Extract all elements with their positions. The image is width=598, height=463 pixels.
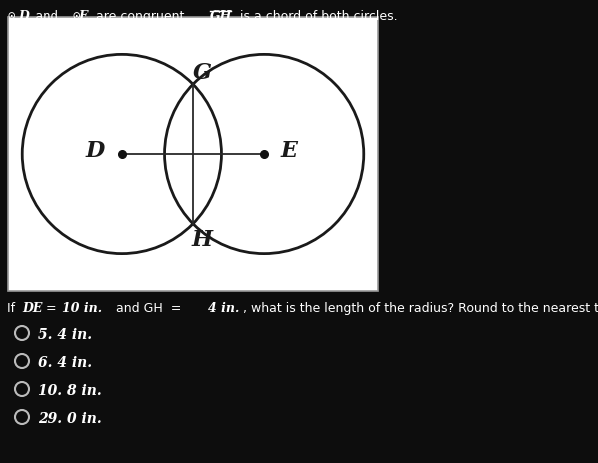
Text: GH: GH bbox=[210, 10, 233, 23]
Text: 10 in.: 10 in. bbox=[62, 301, 102, 314]
Text: ⊙: ⊙ bbox=[7, 10, 14, 23]
Text: 5. 4 in.: 5. 4 in. bbox=[38, 327, 92, 341]
Text: 4 in.: 4 in. bbox=[208, 301, 239, 314]
Text: G: G bbox=[193, 62, 212, 84]
Bar bbox=[8, 18, 378, 291]
Text: are congruent.: are congruent. bbox=[88, 10, 200, 23]
Text: D: D bbox=[18, 10, 29, 23]
Text: E: E bbox=[78, 10, 87, 23]
Text: 6. 4 in.: 6. 4 in. bbox=[38, 355, 92, 369]
Text: H: H bbox=[192, 228, 213, 250]
Text: and GH  =: and GH = bbox=[108, 301, 190, 314]
Text: is a chord of both circles.: is a chord of both circles. bbox=[232, 10, 398, 23]
Text: , what is the length of the radius? Round to the nearest tenth.: , what is the length of the radius? Roun… bbox=[243, 301, 598, 314]
Text: DE: DE bbox=[22, 301, 42, 314]
Text: 29. 0 in.: 29. 0 in. bbox=[38, 411, 102, 425]
Text: and  ⊙: and ⊙ bbox=[28, 10, 81, 23]
Text: E: E bbox=[280, 140, 297, 162]
Text: =: = bbox=[42, 301, 60, 314]
Text: 10. 8 in.: 10. 8 in. bbox=[38, 383, 102, 397]
Text: D: D bbox=[86, 140, 105, 162]
Text: If: If bbox=[7, 301, 19, 314]
